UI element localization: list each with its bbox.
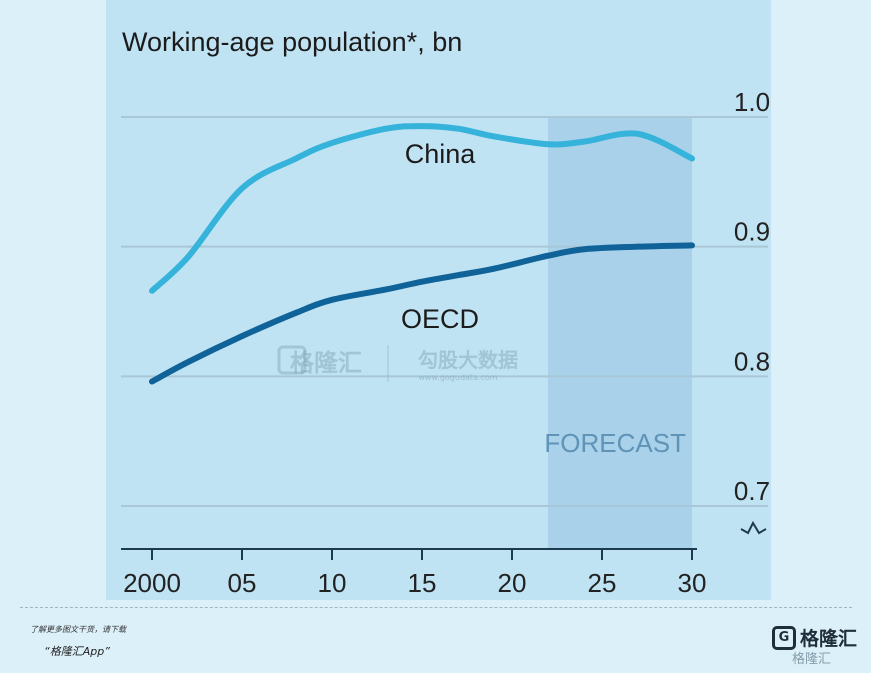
series-line-china (149, 123, 695, 294)
chart-title: Working-age population*, bn (122, 27, 462, 57)
footer-divider (20, 607, 852, 608)
watermark-logo: 格隆汇 (290, 349, 362, 377)
x-tick-label: 05 (228, 568, 257, 598)
series-line-oecd (149, 242, 695, 385)
series-label-china: China (405, 139, 477, 169)
watermark-subtitle: 勾股大数据 (418, 348, 518, 372)
brand-logo: G 格隆汇 (772, 624, 857, 651)
watermark-url: www.gogudata.com (418, 373, 497, 382)
y-tick-label: 0.9 (734, 217, 770, 247)
forecast-label: FORECAST (544, 428, 686, 458)
forecast-band (548, 117, 692, 549)
y-tick-label: 1.0 (734, 87, 770, 117)
watermark-badge-icon (277, 345, 307, 375)
series-label-oecd: OECD (401, 304, 479, 334)
brand-watermark: 格隆汇 (792, 652, 832, 667)
x-tick-label: 25 (588, 568, 617, 598)
footer-note: 了解更多图文干货，请下载 (30, 625, 126, 634)
x-tick-label: 30 (678, 568, 707, 598)
x-tick-label: 10 (318, 568, 347, 598)
x-tick-label: 15 (408, 568, 437, 598)
y-tick-label: 0.7 (734, 476, 770, 506)
brand-name: 格隆汇 (800, 628, 858, 650)
footer-app-name: “格隆汇App” (44, 645, 110, 658)
y-tick-label: 0.8 (734, 346, 770, 376)
x-tick-label: 2000 (123, 568, 181, 598)
x-tick-label: 20 (498, 568, 527, 598)
axis-break-icon (740, 520, 767, 535)
brand-badge-icon: G (772, 625, 796, 650)
